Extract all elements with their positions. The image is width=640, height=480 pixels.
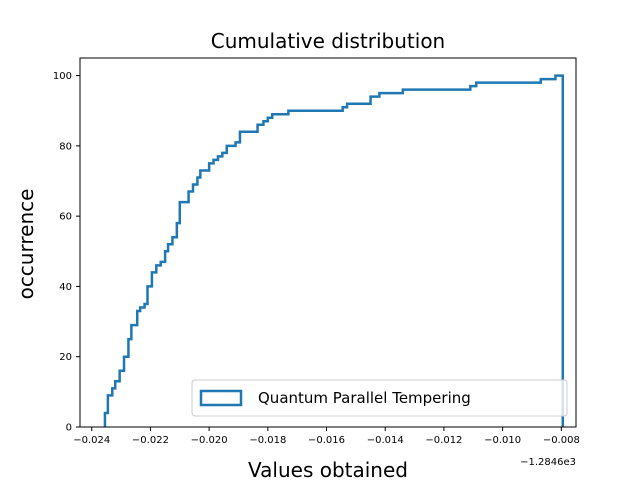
y-axis-ticks: 0 20 40 60 80 100 xyxy=(53,71,80,434)
y-tick-label: 100 xyxy=(53,71,72,82)
x-tick-label: −0.010 xyxy=(484,435,521,446)
x-tick-label: −0.018 xyxy=(249,435,286,446)
series-line-quantum-parallel-tempering xyxy=(103,74,565,427)
x-tick-label: −0.012 xyxy=(425,435,462,446)
x-axis-label: Values obtained xyxy=(248,458,408,480)
y-tick-label: 20 xyxy=(59,352,72,363)
x-axis-offset-text: −1.2846e3 xyxy=(520,457,576,468)
x-tick-label: −0.022 xyxy=(132,435,169,446)
chart-title: Cumulative distribution xyxy=(211,29,445,53)
plot-frame xyxy=(79,57,577,428)
legend-swatch xyxy=(199,389,243,407)
legend-box xyxy=(191,379,568,417)
x-tick-label: −0.008 xyxy=(543,435,580,446)
legend: Quantum Parallel Tempering xyxy=(191,379,568,417)
x-tick-label: −0.020 xyxy=(191,435,228,446)
x-tick-label: −0.016 xyxy=(308,435,345,446)
y-axis-label: occurrence xyxy=(14,189,38,300)
x-axis-ticks: −0.024 −0.022 −0.020 −0.018 −0.016 −0.014 −0.0… xyxy=(73,427,580,446)
x-tick-label: −0.024 xyxy=(73,435,110,446)
y-tick-label: 0 xyxy=(66,423,72,434)
x-tick-label: −0.014 xyxy=(367,435,404,446)
legend-label: Quantum Parallel Tempering xyxy=(258,389,471,407)
y-tick-label: 60 xyxy=(59,212,72,223)
y-tick-label: 40 xyxy=(59,282,72,293)
y-tick-label: 80 xyxy=(59,141,72,152)
